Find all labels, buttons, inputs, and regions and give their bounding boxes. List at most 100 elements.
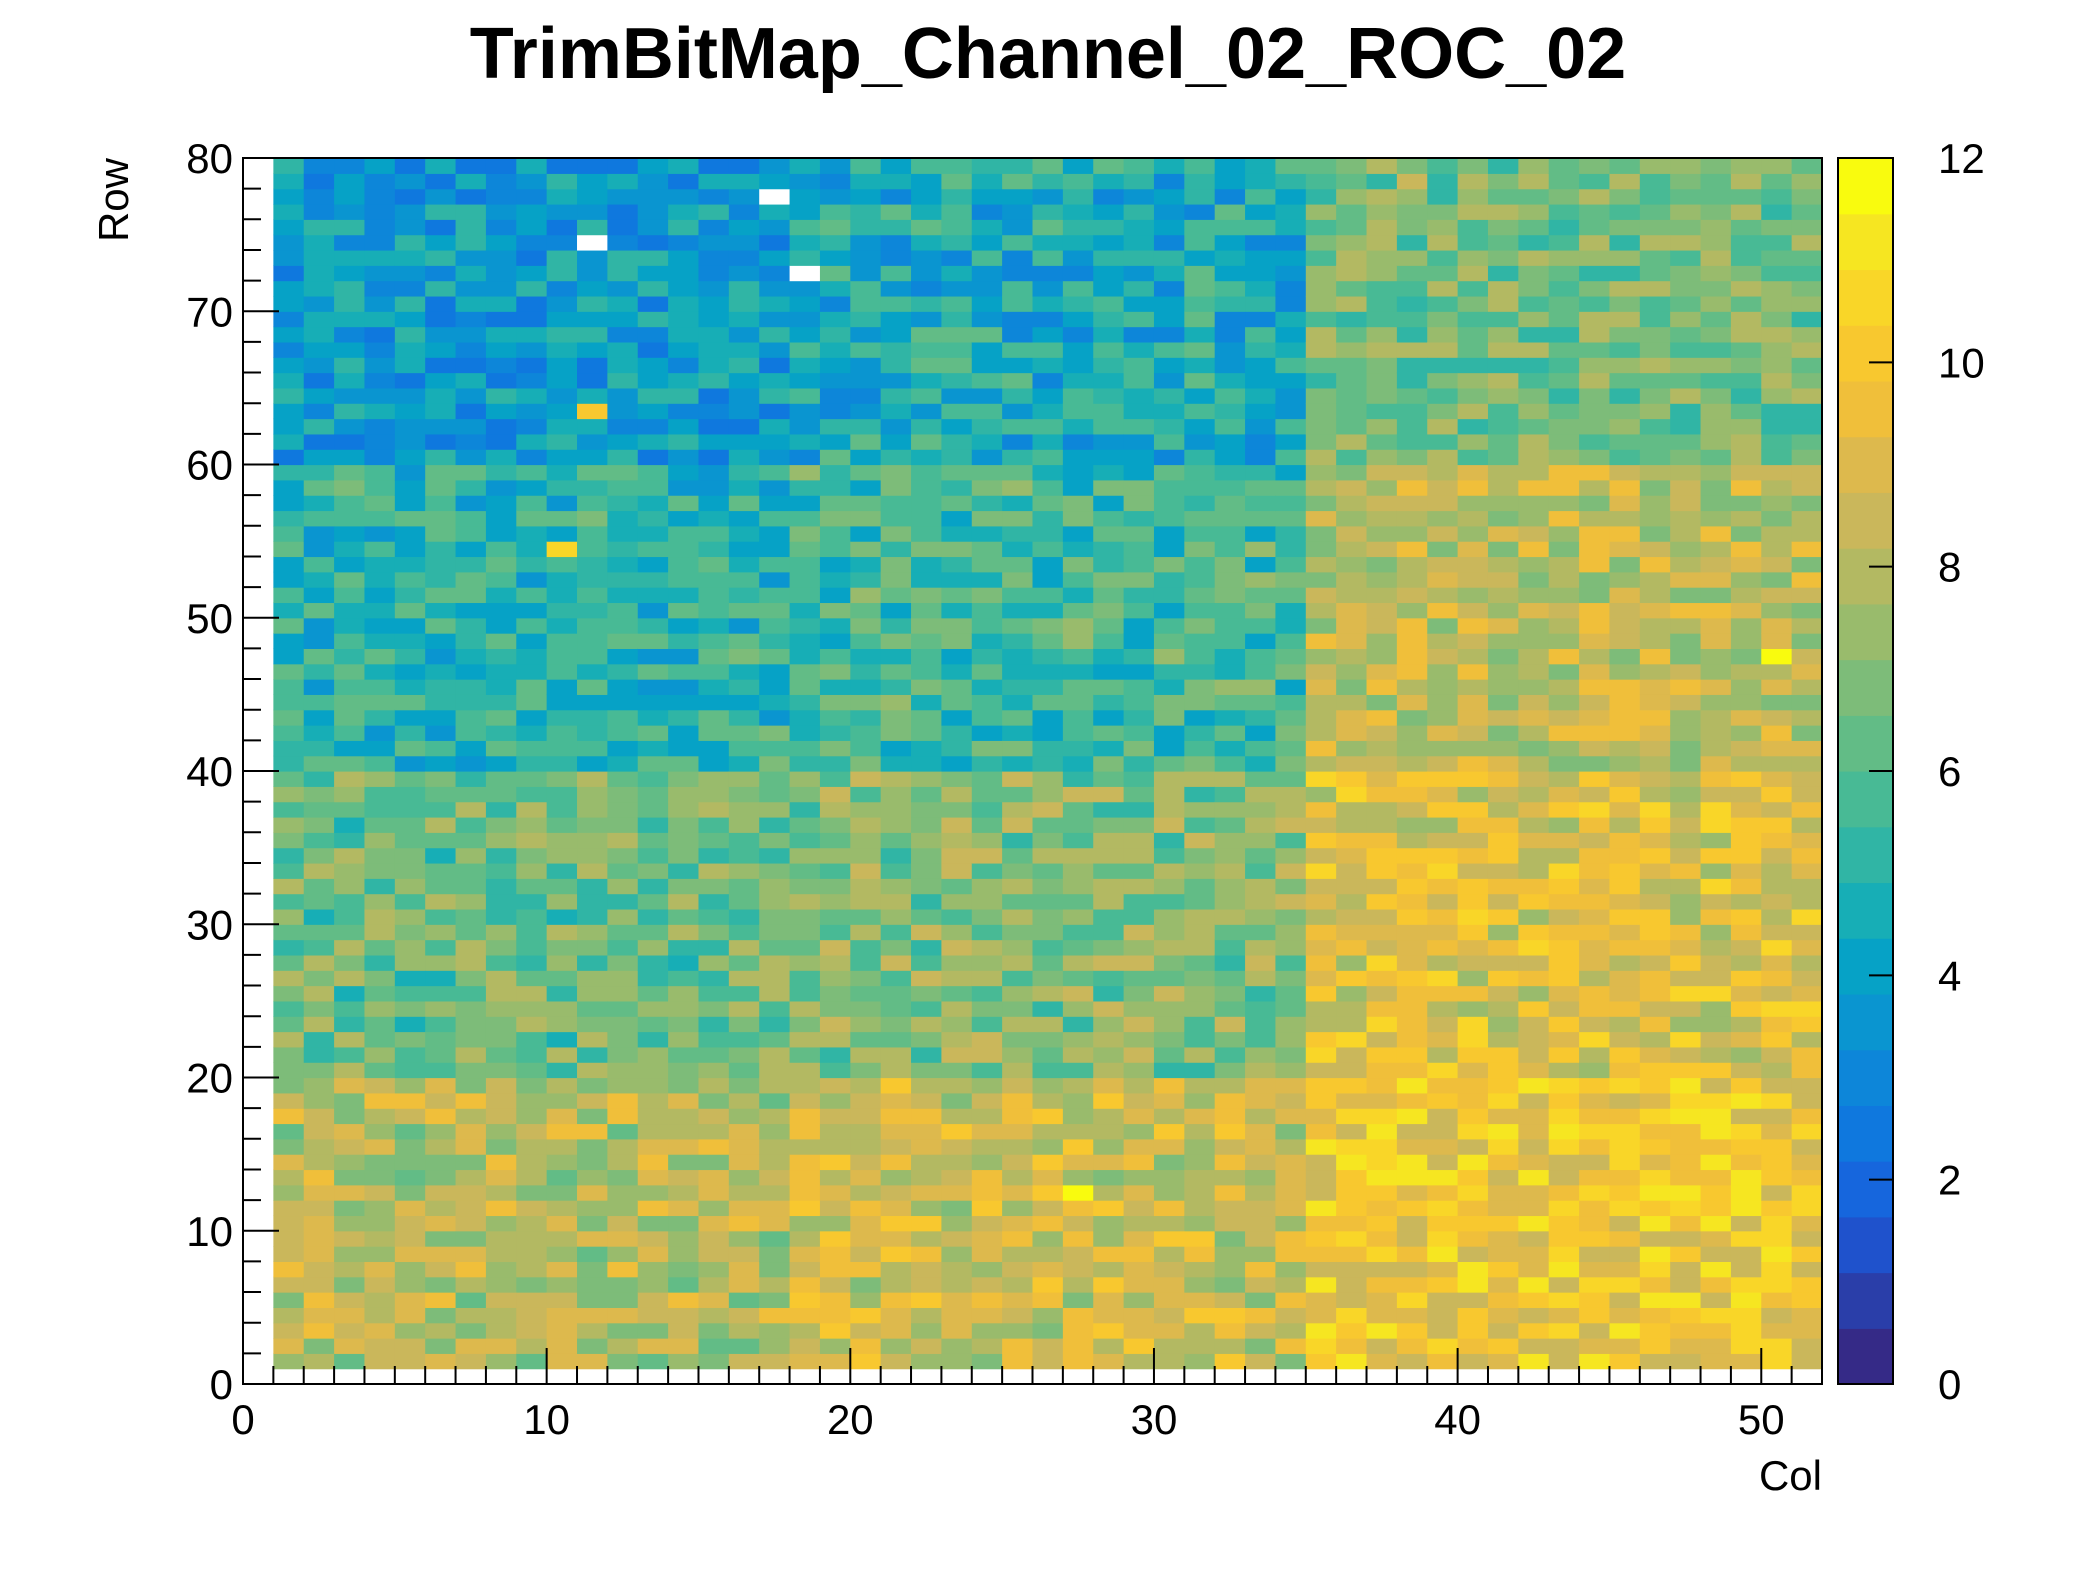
heatmap-cell bbox=[1214, 326, 1246, 343]
heatmap-cell bbox=[1548, 1246, 1580, 1263]
heatmap-cell bbox=[577, 1169, 608, 1186]
heatmap-cell bbox=[394, 709, 426, 726]
heatmap-cell bbox=[1336, 418, 1368, 435]
heatmap-cell bbox=[1002, 801, 1034, 818]
heatmap-cell bbox=[1700, 357, 1732, 374]
heatmap-cell bbox=[1002, 587, 1034, 604]
heatmap-cell bbox=[1123, 847, 1155, 864]
heatmap-cell bbox=[303, 617, 335, 634]
heatmap-cell bbox=[455, 1184, 487, 1201]
heatmap-cell bbox=[1002, 1276, 1034, 1293]
heatmap-cell bbox=[850, 541, 882, 558]
heatmap-cell bbox=[759, 479, 791, 496]
heatmap-cell bbox=[1336, 617, 1368, 634]
heatmap-cell bbox=[1579, 295, 1611, 312]
heatmap-cell bbox=[1791, 372, 1823, 389]
heatmap-cell bbox=[850, 449, 882, 466]
heatmap-cell bbox=[789, 249, 821, 266]
heatmap-cell bbox=[364, 985, 396, 1002]
heatmap-cell bbox=[637, 1215, 669, 1232]
heatmap-cell bbox=[1275, 525, 1307, 542]
heatmap-cell bbox=[759, 908, 791, 925]
heatmap-cell bbox=[759, 1276, 791, 1293]
heatmap-cell bbox=[1002, 418, 1034, 435]
heatmap-cell bbox=[485, 939, 517, 956]
heatmap-cell bbox=[1123, 633, 1155, 649]
heatmap-cell bbox=[485, 1062, 517, 1079]
heatmap-cell bbox=[698, 1031, 730, 1048]
heatmap-cell bbox=[394, 939, 426, 956]
heatmap-cell bbox=[1275, 479, 1307, 496]
heatmap-cell bbox=[698, 893, 730, 910]
heatmap-cell bbox=[1700, 1184, 1732, 1201]
heatmap-cell bbox=[546, 939, 578, 956]
heatmap-cell bbox=[1670, 295, 1702, 312]
heatmap-cell bbox=[1366, 771, 1398, 787]
heatmap-cell bbox=[1275, 985, 1307, 1002]
heatmap-cell bbox=[1305, 847, 1337, 864]
heatmap-cell bbox=[1366, 311, 1398, 328]
heatmap-cell bbox=[516, 464, 548, 481]
heatmap-cell bbox=[1761, 449, 1793, 466]
heatmap-cell bbox=[1487, 372, 1519, 389]
heatmap-cell bbox=[1730, 878, 1762, 895]
heatmap-cell bbox=[1184, 479, 1216, 496]
heatmap-cell bbox=[1730, 694, 1762, 711]
heatmap-cell bbox=[1457, 1353, 1489, 1370]
heatmap-cell bbox=[1579, 1138, 1611, 1155]
heatmap-cell bbox=[1670, 786, 1702, 803]
heatmap-cell bbox=[1639, 602, 1671, 619]
heatmap-cell bbox=[1487, 954, 1519, 971]
heatmap-cell bbox=[1305, 587, 1337, 604]
heatmap-cell bbox=[516, 1292, 548, 1308]
heatmap-cell bbox=[455, 1338, 487, 1354]
heatmap-cell bbox=[1305, 357, 1337, 374]
heatmap-cell bbox=[425, 280, 457, 297]
heatmap-cell bbox=[1184, 234, 1216, 251]
heatmap-cell bbox=[546, 985, 578, 1002]
heatmap-cell bbox=[637, 249, 669, 266]
heatmap-cell bbox=[1305, 1338, 1337, 1354]
heatmap-cell bbox=[1275, 1307, 1307, 1324]
heatmap-cell bbox=[394, 203, 426, 220]
heatmap-cell bbox=[425, 587, 457, 604]
heatmap-cell bbox=[941, 939, 973, 956]
heatmap-cell bbox=[1457, 694, 1489, 711]
heatmap-cell bbox=[1670, 173, 1702, 190]
heatmap-cell bbox=[607, 617, 639, 634]
heatmap-cell bbox=[516, 1276, 548, 1293]
heatmap-cell bbox=[1153, 1092, 1185, 1109]
heatmap-cell bbox=[1791, 862, 1823, 879]
heatmap-cell bbox=[850, 295, 882, 312]
heatmap-cell bbox=[668, 403, 700, 420]
heatmap-cell bbox=[819, 786, 851, 803]
heatmap-cell bbox=[880, 495, 912, 512]
heatmap-cell bbox=[425, 341, 457, 358]
heatmap-cell bbox=[1548, 648, 1580, 665]
heatmap-cell bbox=[1609, 1092, 1641, 1109]
heatmap-cell bbox=[880, 1046, 912, 1063]
heatmap-cell bbox=[1548, 449, 1580, 466]
heatmap-cell bbox=[1670, 479, 1702, 496]
heatmap-cell bbox=[1548, 1307, 1580, 1324]
heatmap-cell bbox=[728, 801, 760, 818]
heatmap-cell bbox=[1275, 1322, 1307, 1339]
heatmap-cell bbox=[911, 1292, 943, 1308]
heatmap-cell bbox=[971, 985, 1003, 1002]
heatmap-cell bbox=[455, 158, 487, 174]
heatmap-cell bbox=[364, 939, 396, 956]
heatmap-cell bbox=[1153, 173, 1185, 190]
heatmap-cell bbox=[1730, 602, 1762, 619]
heatmap-cell bbox=[1396, 1292, 1428, 1308]
heatmap-cell bbox=[1457, 648, 1489, 665]
heatmap-cell bbox=[819, 341, 851, 358]
heatmap-cell bbox=[971, 954, 1003, 971]
heatmap-cell bbox=[1153, 602, 1185, 619]
heatmap-cell bbox=[607, 1138, 639, 1155]
heatmap-cell bbox=[1336, 587, 1368, 604]
heatmap-cell bbox=[637, 556, 669, 573]
heatmap-cell bbox=[1730, 939, 1762, 956]
heatmap-cell bbox=[1639, 1307, 1671, 1324]
heatmap-cell bbox=[880, 1200, 912, 1217]
heatmap-cell bbox=[485, 556, 517, 573]
